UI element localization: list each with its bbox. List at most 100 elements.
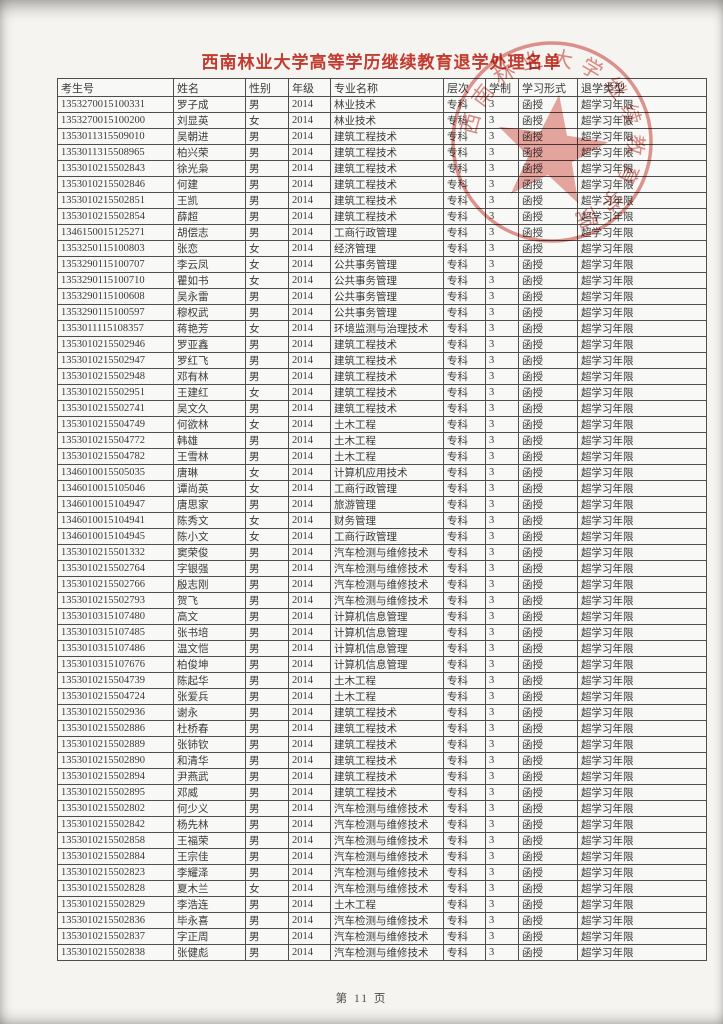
cell-gender: 男 [245, 624, 289, 641]
cell-name: 杜桥春 [173, 720, 246, 737]
cell-study-form: 函授 [518, 384, 578, 401]
cell-major: 汽车检测与维修技术 [330, 576, 444, 593]
cell-study-form: 函授 [518, 128, 578, 145]
cell-study-form: 函授 [518, 784, 578, 801]
cell-major: 建筑工程技术 [330, 336, 444, 353]
cell-study-form: 函授 [518, 560, 578, 577]
cell-grade: 2014 [288, 720, 331, 737]
cell-dropout-type: 超学习年限 [577, 416, 707, 433]
column-header-name: 姓名 [173, 78, 246, 97]
cell-duration: 3 [485, 336, 519, 353]
cell-study-form: 函授 [518, 192, 578, 209]
cell-major: 林业技术 [330, 112, 444, 129]
cell-level: 专科 [443, 672, 486, 689]
cell-gender: 男 [245, 720, 289, 737]
cell-grade: 2014 [288, 144, 331, 161]
cell-study-form: 函授 [518, 176, 578, 193]
table-row: 1353010215502890 和清华男 2014 建筑工程技术 专科 3 函授 超学习年限 [57, 752, 707, 769]
cell-grade: 2014 [288, 240, 331, 257]
cell-name: 高文 [173, 608, 246, 625]
cell-name: 字正周 [173, 928, 246, 945]
cell-duration: 3 [485, 800, 519, 817]
table-row: 1353290115100608 吴永雷男 2014 公共事务管理 专科 3 函授 超学习年限 [57, 288, 707, 305]
cell-major: 公共事务管理 [330, 304, 444, 321]
table-row: 1353010215502884 王宗佳男 2014 汽车检测与维修技术 专科 3 函授 超学… [57, 848, 707, 865]
cell-duration: 3 [485, 864, 519, 881]
cell-study-form: 函授 [518, 448, 578, 465]
cell-duration: 3 [485, 784, 519, 801]
cell-exam-no: 1353010215504749 [57, 416, 174, 433]
cell-duration: 3 [485, 400, 519, 417]
cell-study-form: 函授 [518, 576, 578, 593]
table-row: 1353010215502948 邓有林男 2014 建筑工程技术 专科 3 函授 超学习年限 [57, 368, 707, 385]
cell-gender: 男 [245, 944, 289, 961]
cell-duration: 3 [485, 928, 519, 945]
cell-level: 专科 [443, 800, 486, 817]
cell-major: 建筑工程技术 [330, 768, 444, 785]
cell-level: 专科 [443, 528, 486, 545]
cell-grade: 2014 [288, 608, 331, 625]
column-header-major: 专业名称 [330, 78, 444, 97]
cell-exam-no: 1353250115100803 [57, 240, 174, 257]
cell-dropout-type: 超学习年限 [577, 688, 707, 705]
cell-gender: 男 [245, 144, 289, 161]
cell-exam-no: 1353010215502890 [57, 752, 174, 769]
cell-level: 专科 [443, 368, 486, 385]
cell-level: 专科 [443, 96, 486, 113]
cell-level: 专科 [443, 272, 486, 289]
cell-name: 薛超 [173, 208, 246, 225]
cell-study-form: 函授 [518, 736, 578, 753]
cell-gender: 男 [245, 896, 289, 913]
cell-level: 专科 [443, 832, 486, 849]
cell-grade: 2014 [288, 432, 331, 449]
table-row: 1353010215502936 谢永男 2014 建筑工程技术 专科 3 函授 超学习年限 [57, 704, 707, 721]
cell-gender: 男 [245, 736, 289, 753]
cell-grade: 2014 [288, 592, 331, 609]
table-row: 1346010015104941 陈秀文女 2014 财务管理 专科 3 函授 超学习年限 [57, 512, 707, 529]
cell-name: 唐琳 [173, 464, 246, 481]
cell-exam-no: 1353010215502884 [57, 848, 174, 865]
table-header-row: 考生号 姓名 性别 年级 专业名称 层次 学制 学习形式 退学类型 [57, 78, 707, 97]
cell-dropout-type: 超学习年限 [577, 496, 707, 513]
cell-exam-no: 1353010215502823 [57, 864, 174, 881]
cell-level: 专科 [443, 816, 486, 833]
cell-gender: 男 [245, 288, 289, 305]
cell-gender: 男 [245, 592, 289, 609]
cell-level: 专科 [443, 752, 486, 769]
cell-dropout-type: 超学习年限 [577, 752, 707, 769]
cell-study-form: 函授 [518, 208, 578, 225]
cell-study-form: 函授 [518, 896, 578, 913]
cell-dropout-type: 超学习年限 [577, 448, 707, 465]
cell-duration: 3 [485, 224, 519, 241]
cell-grade: 2014 [288, 768, 331, 785]
cell-study-form: 函授 [518, 768, 578, 785]
cell-duration: 3 [485, 320, 519, 337]
cell-major: 建筑工程技术 [330, 784, 444, 801]
cell-duration: 3 [485, 576, 519, 593]
cell-level: 专科 [443, 656, 486, 673]
cell-exam-no: 1353010215502829 [57, 896, 174, 913]
cell-duration: 3 [485, 304, 519, 321]
cell-grade: 2014 [288, 480, 331, 497]
cell-exam-no: 1353290115100710 [57, 272, 174, 289]
table-row: 1353010215502846 何建男 2014 建筑工程技术 专科 3 函授 超学习年限 [57, 176, 707, 193]
cell-grade: 2014 [288, 688, 331, 705]
table-row: 1353250115100803 张恋女 2014 经济管理 专科 3 函授 超学习年限 [57, 240, 707, 257]
table-row: 1353010215502828 夏木兰女 2014 汽车检测与维修技术 专科 3 函授 超学… [57, 880, 707, 897]
cell-name: 贺飞 [173, 592, 246, 609]
cell-level: 专科 [443, 736, 486, 753]
cell-grade: 2014 [288, 880, 331, 897]
cell-major: 汽车检测与维修技术 [330, 944, 444, 961]
cell-study-form: 函授 [518, 352, 578, 369]
cell-grade: 2014 [288, 464, 331, 481]
cell-exam-no: 1346010015104941 [57, 512, 174, 529]
cell-grade: 2014 [288, 784, 331, 801]
cell-dropout-type: 超学习年限 [577, 160, 707, 177]
cell-exam-no: 1353010315107480 [57, 608, 174, 625]
cell-name: 柏兴荣 [173, 144, 246, 161]
cell-duration: 3 [485, 768, 519, 785]
table-row: 1353010215502889 张铈钦男 2014 建筑工程技术 专科 3 函授 超学习年限 [57, 736, 707, 753]
cell-level: 专科 [443, 592, 486, 609]
cell-major: 建筑工程技术 [330, 704, 444, 721]
cell-duration: 3 [485, 160, 519, 177]
